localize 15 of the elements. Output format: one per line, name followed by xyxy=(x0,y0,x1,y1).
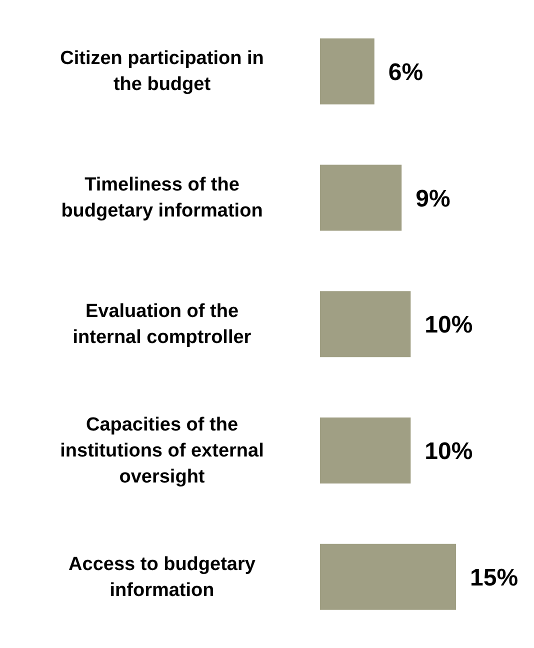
data-label: 9% xyxy=(416,185,450,212)
data-label: 15% xyxy=(470,564,518,592)
bar xyxy=(320,164,402,231)
data-label: 6% xyxy=(388,58,424,86)
y-tick-label: Timeliness of the budgetary information xyxy=(61,174,263,222)
data-label: 10% xyxy=(424,438,473,466)
bar xyxy=(320,38,374,104)
bar xyxy=(320,418,411,484)
data-label: 10% xyxy=(424,312,473,339)
y-tick-label: Citizen participation in the budget xyxy=(60,48,264,95)
y-tick-label: Access to budgetary information xyxy=(68,553,256,600)
bar xyxy=(320,544,456,610)
y-tick-label: Capacities of the institutions of external oversight xyxy=(60,414,264,487)
bar xyxy=(320,291,411,358)
y-tick-label: Evaluation of the internal comptroller xyxy=(72,300,252,348)
